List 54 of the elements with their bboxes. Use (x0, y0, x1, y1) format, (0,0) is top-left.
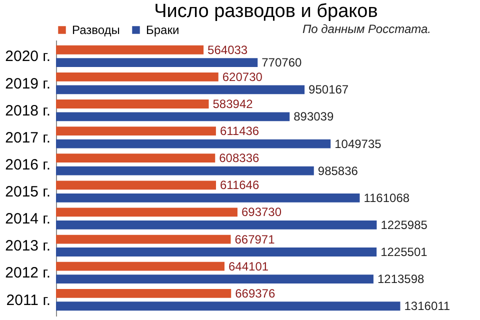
y-tick-label: 2019 г. (5, 75, 50, 92)
bar (56, 45, 204, 54)
y-tick-label: 2013 г. (5, 238, 50, 255)
bar (56, 262, 224, 271)
data-label: 893039 (294, 110, 334, 124)
data-label: 669376 (235, 286, 276, 300)
data-label: 1316011 (404, 299, 450, 314)
data-label: 608336 (219, 151, 260, 166)
bar (56, 302, 400, 311)
y-tick-label: 2012 г. (5, 264, 50, 282)
data-label: 564033 (208, 42, 248, 57)
data-label: 1225985 (380, 218, 428, 232)
y-tick-label: 2015 г. (5, 184, 50, 201)
legend-label: Разводы (72, 23, 120, 37)
data-label: 1049735 (334, 136, 382, 151)
data-label: 1161068 (364, 190, 410, 205)
bar (56, 126, 216, 136)
bar (56, 166, 314, 176)
bar (56, 274, 374, 284)
bar (56, 139, 331, 148)
bar (56, 100, 209, 108)
data-label: 985836 (318, 164, 358, 178)
y-tick-label: 2020 г. (5, 48, 50, 66)
y-tick-label: 2011 г. (6, 292, 50, 309)
data-label: 693730 (241, 205, 282, 220)
bar (56, 58, 258, 68)
data-label: 620730 (222, 70, 263, 84)
data-label: 667971 (234, 232, 276, 246)
bar (56, 85, 305, 94)
chart-title: Число разводов и браков (154, 1, 378, 22)
bar (56, 193, 360, 202)
y-tick-label: 2014 г. (5, 210, 50, 228)
y-tick-label: 2018 г. (5, 102, 50, 120)
bar (56, 234, 231, 244)
data-label: 644101 (228, 259, 269, 274)
data-label: 611646 (220, 178, 260, 192)
bar (56, 208, 238, 217)
bar (56, 220, 377, 230)
data-label: 611436 (220, 124, 260, 138)
bar (56, 180, 216, 190)
bar (56, 112, 290, 122)
bar (56, 154, 216, 163)
data-label: 770760 (262, 56, 302, 70)
y-tick-label: 2016 г. (5, 156, 50, 174)
bar (56, 288, 232, 298)
data-label: 950167 (308, 82, 349, 97)
data-label: 1225501 (380, 245, 428, 260)
legend-label: Браки (146, 23, 180, 37)
text: По данным Росстата. (302, 22, 431, 36)
bar (56, 72, 218, 82)
data-label: 1213598 (377, 272, 425, 286)
data-label: 583942 (212, 96, 254, 111)
y-tick-label: 2017 г. (5, 129, 50, 146)
bar (56, 248, 377, 256)
